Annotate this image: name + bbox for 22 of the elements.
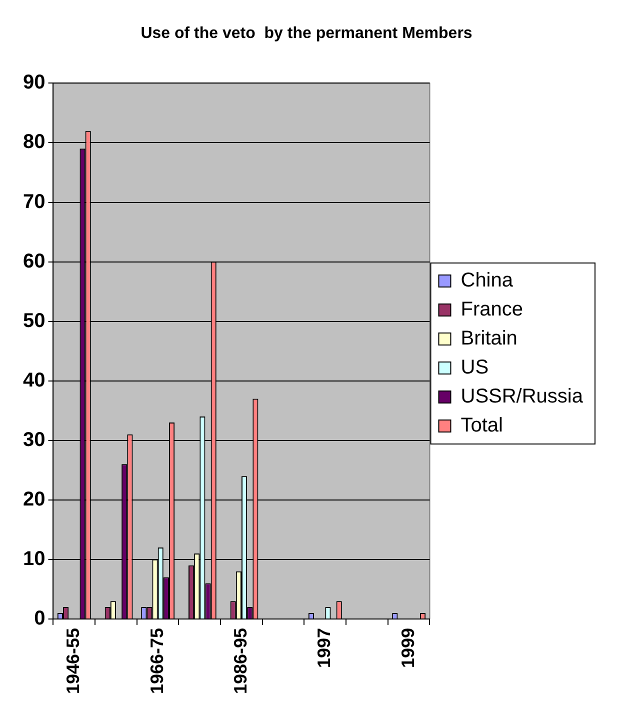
legend-label: France xyxy=(460,298,523,321)
legend-label: China xyxy=(460,270,514,292)
x-tick-label: 1986-95 xyxy=(230,628,250,694)
y-tick-label: 80 xyxy=(22,131,46,154)
x-tick-label: 1999 xyxy=(398,628,418,668)
y-tick-label: 60 xyxy=(22,250,46,272)
y-tick-label: 20 xyxy=(22,488,46,510)
y-tick-label: 40 xyxy=(22,369,46,392)
x-tick-label: 1966-75 xyxy=(146,628,167,694)
x-tick-label: 1946-55 xyxy=(63,628,84,694)
y-tick-label: 0 xyxy=(34,607,46,630)
y-tick-label: 50 xyxy=(22,310,46,332)
y-tick-label: 70 xyxy=(22,190,46,213)
chart-title: Use of the veto by the permanent Members xyxy=(140,25,472,42)
legend-label: Britain xyxy=(460,328,518,350)
y-tick-label: 10 xyxy=(22,548,46,570)
legend-label: USSR/Russia xyxy=(460,386,584,408)
y-tick-label: 30 xyxy=(22,428,46,451)
legend-label: Total xyxy=(460,414,503,437)
y-tick-label: 90 xyxy=(22,72,46,94)
legend-label: US xyxy=(460,356,489,379)
x-tick-label: 1997 xyxy=(314,628,334,668)
